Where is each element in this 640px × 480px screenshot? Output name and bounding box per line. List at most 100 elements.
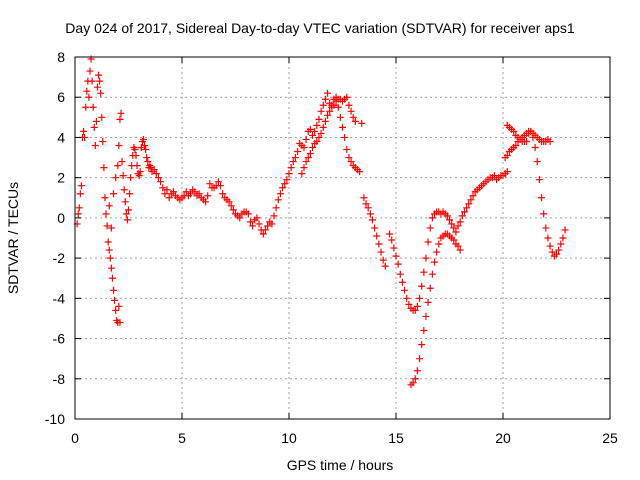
data-point xyxy=(76,190,84,198)
data-point xyxy=(101,194,109,202)
data-point xyxy=(300,164,308,172)
y-tick-label: -8 xyxy=(53,371,66,387)
data-point xyxy=(450,236,458,244)
data-point xyxy=(390,244,398,252)
data-point xyxy=(371,224,379,232)
data-point xyxy=(114,162,122,170)
data-point xyxy=(217,182,225,190)
data-point xyxy=(116,318,124,326)
data-point xyxy=(538,194,546,202)
x-tick-label: 15 xyxy=(388,430,404,446)
data-point xyxy=(110,286,118,294)
data-point xyxy=(261,226,269,234)
data-point xyxy=(396,270,404,278)
data-point xyxy=(465,200,473,208)
data-point xyxy=(298,170,306,178)
data-point xyxy=(169,188,177,196)
data-point xyxy=(456,218,464,226)
data-point xyxy=(324,89,332,97)
data-point xyxy=(253,214,261,222)
data-point xyxy=(157,178,165,186)
data-point xyxy=(454,222,462,230)
data-point xyxy=(418,341,426,349)
grid-lines xyxy=(75,57,610,419)
data-point xyxy=(454,242,462,250)
y-tick-label: 8 xyxy=(57,49,65,65)
data-point xyxy=(246,218,254,226)
data-point xyxy=(227,202,235,210)
data-point xyxy=(553,250,560,258)
x-tick-label: 25 xyxy=(602,430,618,446)
data-point xyxy=(309,144,317,151)
x-tick-label: 10 xyxy=(281,430,297,446)
data-point xyxy=(306,150,314,158)
y-axis-label: SDTVAR / TECUs xyxy=(5,182,21,294)
data-point xyxy=(115,302,123,310)
series-6 xyxy=(407,230,464,389)
data-point xyxy=(422,254,430,262)
data-point xyxy=(255,220,263,228)
data-point xyxy=(416,294,424,302)
data-point xyxy=(424,298,432,306)
data-point xyxy=(97,89,105,97)
data-point xyxy=(321,95,329,103)
data-point xyxy=(422,312,430,320)
data-point xyxy=(195,190,203,198)
data-point xyxy=(413,367,421,375)
x-axis-label: GPS time / hours xyxy=(287,457,394,473)
data-point xyxy=(347,158,355,166)
series-1 xyxy=(73,55,124,326)
y-tick-label: 4 xyxy=(57,129,65,145)
data-point xyxy=(377,248,385,256)
data-point xyxy=(108,274,116,282)
data-point xyxy=(379,256,387,264)
data-point xyxy=(99,137,107,145)
data-point xyxy=(490,172,498,180)
data-point xyxy=(93,83,101,91)
data-point xyxy=(302,158,310,166)
series-7 xyxy=(503,121,569,260)
chart-title: Day 024 of 2017, Sidereal Day-to-day VTE… xyxy=(65,20,575,36)
data-point xyxy=(187,190,195,198)
data-point xyxy=(144,158,152,166)
data-point xyxy=(123,216,131,224)
data-point xyxy=(311,127,319,135)
data-point xyxy=(531,144,539,151)
data-point xyxy=(364,204,372,212)
data-point xyxy=(89,103,97,111)
data-point xyxy=(343,93,351,101)
data-point xyxy=(533,158,541,166)
data-point xyxy=(202,198,210,206)
data-point xyxy=(341,133,349,141)
data-point xyxy=(110,190,118,198)
data-point xyxy=(446,216,453,224)
data-point xyxy=(463,204,471,212)
data-point xyxy=(398,278,406,286)
data-point xyxy=(287,164,295,172)
data-point xyxy=(326,107,334,115)
data-point xyxy=(309,131,317,139)
y-tick-label: 2 xyxy=(57,170,65,186)
data-point xyxy=(165,194,173,202)
data-point xyxy=(557,240,565,248)
data-point xyxy=(458,212,466,220)
data-point xyxy=(98,113,106,121)
data-point xyxy=(403,294,411,302)
data-point xyxy=(347,107,355,115)
data-point xyxy=(351,117,359,125)
data-point xyxy=(95,71,103,79)
data-point xyxy=(182,188,190,196)
data-point xyxy=(133,162,141,170)
data-point xyxy=(274,196,282,204)
data-point xyxy=(306,125,314,133)
data-point xyxy=(96,77,104,85)
data-point xyxy=(283,176,291,184)
y-tick-label: -6 xyxy=(53,331,66,347)
data-point xyxy=(281,180,289,188)
data-point xyxy=(141,141,149,149)
data-point xyxy=(503,152,511,160)
data-point xyxy=(88,77,96,85)
data-point xyxy=(81,133,89,141)
data-point xyxy=(214,178,222,186)
